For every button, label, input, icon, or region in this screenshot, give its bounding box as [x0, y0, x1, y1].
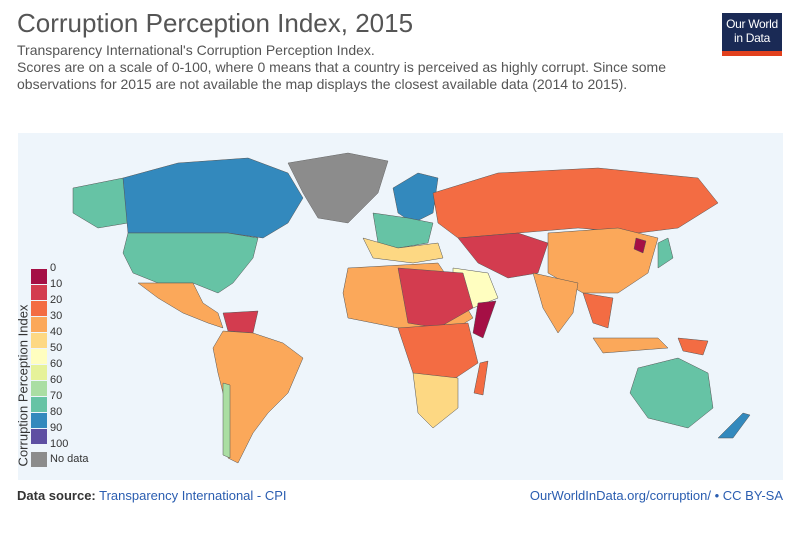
legend-label: 50 [50, 342, 63, 354]
chart-subtitle: Transparency International's Corruption … [17, 42, 707, 93]
legend-swatch[interactable] [31, 381, 47, 396]
source-label: Data source: [17, 488, 96, 503]
country-indonesia[interactable] [592, 337, 669, 354]
country-india[interactable] [532, 272, 579, 334]
legend-label: 60 [50, 374, 63, 386]
subtitle-line: Transparency International's Corruption … [17, 42, 375, 58]
world-map[interactable] [18, 133, 783, 480]
license-link[interactable]: CC BY-SA [722, 488, 783, 503]
legend-label: 100 [50, 438, 69, 450]
legend-nodata-label: No data [50, 453, 89, 465]
legend-swatch[interactable] [31, 413, 47, 428]
country-russia[interactable] [432, 167, 719, 239]
legend-title: Corruption Perception Index [15, 304, 31, 467]
legend-swatch[interactable] [31, 429, 47, 444]
legend-swatch[interactable] [31, 349, 47, 364]
country-japan[interactable] [657, 237, 674, 269]
country-usa-alaska[interactable] [72, 177, 129, 229]
chart-title: Corruption Perception Index, 2015 [17, 8, 414, 38]
owid-logo[interactable]: Our World in Data [722, 13, 782, 56]
legend-label: 70 [50, 390, 63, 402]
country-southern-africa[interactable] [412, 372, 459, 429]
legend-label: 10 [50, 278, 63, 290]
legend-swatch[interactable] [31, 285, 47, 300]
country-chile[interactable] [222, 382, 231, 459]
legend-swatch[interactable] [31, 269, 47, 284]
country-canada[interactable] [122, 157, 304, 239]
country-western-europe[interactable] [372, 212, 434, 249]
logo-line1: Our World [726, 17, 778, 31]
country-madagascar[interactable] [473, 360, 489, 396]
legend-label: 80 [50, 406, 63, 418]
footer-url: OurWorldInData.org/corruption/ • CC BY-S… [529, 488, 783, 503]
country-scandinavia[interactable] [392, 172, 439, 224]
country-mexico[interactable] [137, 282, 224, 329]
legend-label: 0 [50, 262, 57, 274]
logo-line2: in Data [734, 31, 770, 45]
country-north-korea[interactable] [633, 237, 647, 254]
legend-label: 90 [50, 422, 63, 434]
legend-swatch[interactable] [31, 301, 47, 316]
legend-swatch[interactable] [31, 317, 47, 332]
country-southern-europe[interactable] [362, 237, 444, 264]
country-brazil-etc[interactable] [212, 330, 304, 464]
country-greenland[interactable] [287, 152, 389, 224]
legend-swatch-nodata[interactable] [31, 452, 47, 467]
map-svg [72, 152, 751, 464]
legend-label: 60 [50, 358, 63, 370]
country-venezuela[interactable] [222, 310, 259, 334]
legend-swatch[interactable] [31, 397, 47, 412]
country-australia[interactable] [629, 357, 714, 429]
country-southeast-asia[interactable] [582, 292, 614, 329]
country-new-zealand[interactable] [717, 412, 751, 439]
country-usa[interactable] [122, 232, 259, 294]
legend-label: 30 [50, 310, 63, 322]
legend-label: 20 [50, 294, 63, 306]
legend-swatch[interactable] [31, 365, 47, 380]
source-link[interactable]: Transparency International - CPI [99, 488, 287, 503]
country-china[interactable] [547, 227, 659, 294]
legend-swatch[interactable] [31, 333, 47, 348]
country-sahel[interactable] [397, 267, 474, 329]
description-text: Scores are on a scale of 0-100, where 0 … [17, 59, 667, 92]
legend-label: 40 [50, 326, 63, 338]
country-central-asia[interactable] [457, 232, 549, 279]
footer-source: Data source: Transparency International … [17, 488, 287, 503]
country-somalia[interactable] [472, 300, 497, 339]
country-central-africa[interactable] [397, 322, 479, 384]
url-link[interactable]: OurWorldInData.org/corruption/ [529, 488, 711, 503]
country-png[interactable] [677, 337, 709, 356]
